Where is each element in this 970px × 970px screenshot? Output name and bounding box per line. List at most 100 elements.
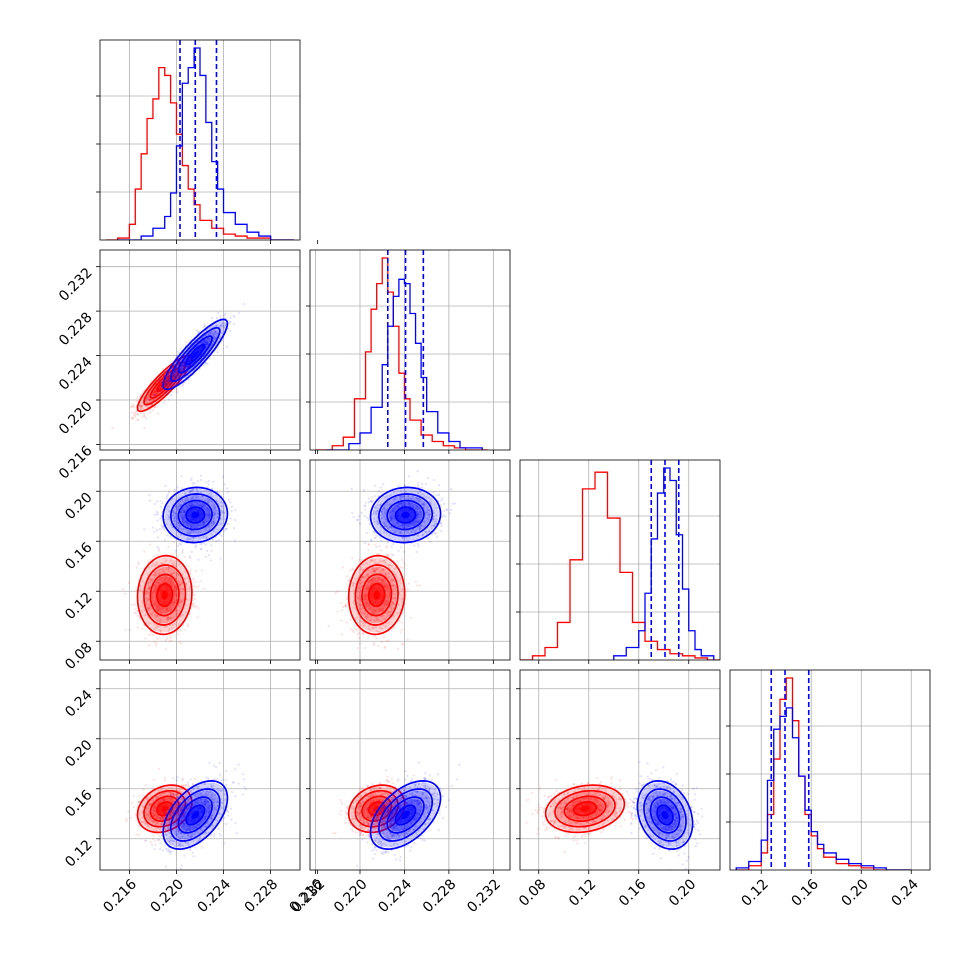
- scatter-point: [145, 604, 149, 607]
- scatter-point: [136, 609, 139, 612]
- scatter-point: [205, 509, 208, 512]
- scatter-point: [173, 370, 177, 373]
- scatter-point: [212, 520, 215, 524]
- scatter-point: [160, 576, 163, 579]
- scatter-point: [167, 609, 170, 612]
- scatter-point: [188, 587, 191, 590]
- scatter-point: [152, 393, 155, 397]
- scatter-point: [148, 608, 151, 611]
- scatter-point: [185, 364, 189, 367]
- scatter-point: [164, 383, 167, 386]
- scatter-point: [215, 316, 219, 319]
- scatter-point: [157, 610, 160, 613]
- scatter-point: [158, 606, 161, 609]
- scatter-point: [174, 373, 177, 376]
- scatter-point: [189, 524, 193, 528]
- scatter-point: [174, 586, 177, 589]
- scatter-point: [169, 384, 173, 388]
- scatter-point: [186, 507, 189, 510]
- scatter-point: [205, 339, 209, 343]
- scatter-point: [153, 390, 156, 394]
- scatter-point: [166, 392, 169, 395]
- scatter-point: [225, 487, 229, 490]
- scatter-point: [209, 525, 212, 528]
- scatter-point: [203, 341, 206, 344]
- scatter-point: [215, 490, 219, 493]
- scatter-point: [156, 608, 159, 611]
- scatter-point: [147, 606, 150, 609]
- scatter-point: [139, 411, 142, 414]
- scatter-point: [172, 589, 175, 592]
- scatter-point: [439, 522, 442, 525]
- scatter-point: [180, 368, 183, 371]
- scatter-point: [173, 580, 176, 583]
- scatter-point: [409, 616, 412, 619]
- scatter-point: [209, 326, 212, 329]
- scatter-point: [352, 515, 355, 518]
- scatter-point: [134, 607, 137, 611]
- scatter-point: [188, 503, 191, 507]
- scatter-point: [200, 569, 203, 572]
- scatter-point: [205, 519, 208, 522]
- scatter-point: [210, 544, 213, 547]
- scatter-point: [162, 577, 165, 580]
- scatter-point: [167, 565, 170, 569]
- scatter-point: [147, 398, 150, 401]
- scatter-point: [200, 536, 203, 539]
- scatter-point: [183, 363, 186, 366]
- scatter-point: [134, 612, 138, 615]
- scatter-point: [187, 498, 190, 501]
- scatter-point: [182, 587, 185, 591]
- scatter-point: [184, 497, 187, 500]
- scatter-point: [188, 522, 191, 525]
- scatter-point: [340, 601, 343, 605]
- scatter-point: [154, 598, 157, 602]
- scatter-point: [173, 370, 176, 374]
- panel-1-1: [309, 249, 511, 454]
- scatter-point: [172, 372, 175, 376]
- scatter-point: [160, 576, 163, 580]
- scatter-point: [208, 513, 211, 516]
- scatter-point: [179, 375, 182, 378]
- scatter-point: [176, 373, 179, 376]
- scatter-point: [173, 601, 176, 604]
- scatter-point: [390, 545, 393, 548]
- scatter-point: [194, 544, 198, 547]
- scatter-point: [183, 577, 186, 580]
- scatter-point: [213, 334, 216, 337]
- scatter-point: [207, 479, 210, 483]
- scatter-point: [175, 594, 178, 598]
- scatter-point: [193, 482, 196, 485]
- scatter-point: [156, 390, 160, 393]
- scatter-point: [180, 600, 183, 603]
- scatter-point: [174, 368, 177, 372]
- scatter-point: [185, 520, 188, 523]
- scatter-point: [188, 532, 191, 536]
- scatter-point: [172, 598, 175, 602]
- scatter-point: [202, 504, 206, 507]
- scatter-point: [358, 642, 361, 645]
- scatter-point: [156, 615, 159, 618]
- scatter-point: [172, 374, 175, 377]
- scatter-point: [238, 311, 241, 315]
- scatter-point: [183, 364, 186, 367]
- scatter-point: [182, 511, 186, 514]
- scatter-point: [177, 526, 180, 529]
- scatter-point: [209, 332, 212, 336]
- scatter-point: [173, 519, 176, 522]
- scatter-point: [152, 393, 155, 396]
- scatter-point: [172, 616, 175, 619]
- scatter-point: [165, 497, 168, 500]
- panels-layer: [96, 39, 931, 874]
- scatter-point: [152, 572, 156, 576]
- scatter-point: [220, 324, 223, 328]
- scatter-point: [198, 497, 201, 500]
- scatter-point: [218, 336, 221, 340]
- scatter-point: [185, 365, 189, 368]
- scatter-point: [228, 322, 231, 325]
- scatter-point: [221, 501, 224, 505]
- scatter-point: [145, 417, 148, 420]
- scatter-point: [213, 331, 217, 334]
- scatter-point: [215, 494, 218, 497]
- scatter-point: [334, 592, 337, 595]
